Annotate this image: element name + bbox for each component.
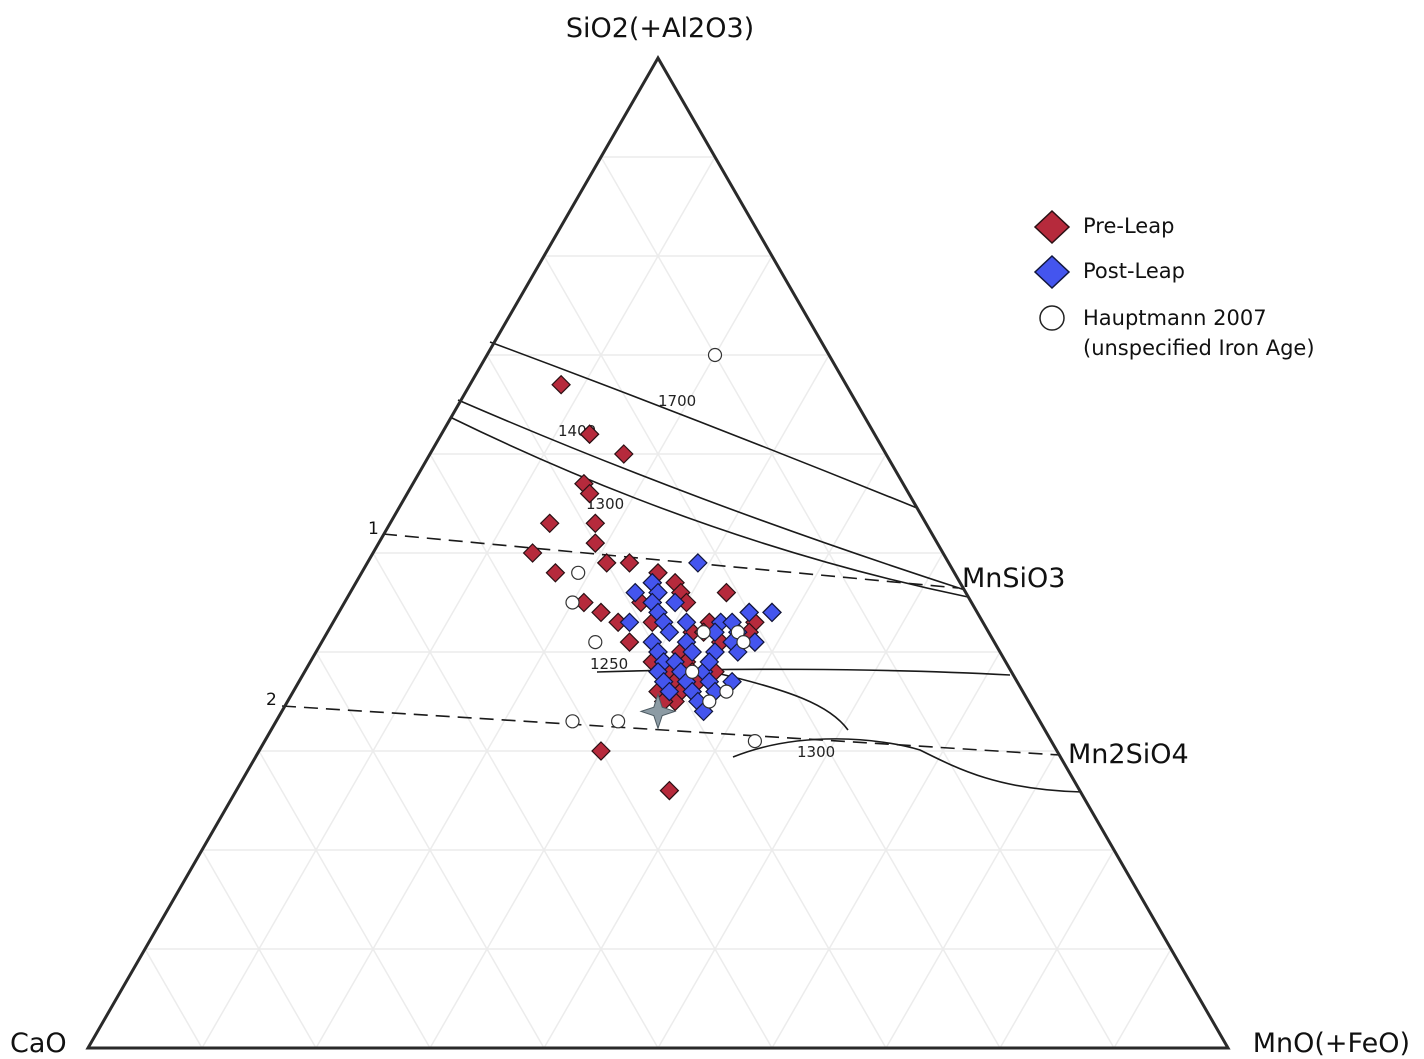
isotherm-1250 [596,668,1011,676]
point-pre-leap [619,632,640,652]
isotherm-1300-lower [732,738,1083,793]
point-pre-leap [591,741,611,761]
point-post-leap [619,612,640,633]
point-pre-leap [585,513,606,534]
grid-line [771,651,1001,1049]
grid-line [201,156,716,1049]
point-post-leap [699,652,720,672]
isotherm-label-1250: 1250 [590,655,628,673]
grid-line [372,552,659,1049]
point-hauptmann-2007 [702,694,717,709]
grid-line [1113,948,1172,1049]
point-pre-leap [585,533,606,553]
compound-label-mn2sio4: Mn2SiO4 [1068,739,1189,770]
grid-line [144,948,203,1049]
point-hauptmann-2007 [588,634,603,650]
isotherm-label-1700: 1700 [658,392,696,410]
point-post-leap [665,592,685,613]
grid-line [429,354,830,1049]
grid-line [486,354,887,1049]
point-pre-leap [545,562,566,583]
point-post-leap [739,602,760,623]
grid-line [999,849,1115,1049]
point-pre-leap [591,602,611,623]
point-hauptmann-2007 [707,347,723,363]
legend: Pre-Leap Post-Leap Hauptmann 2007 (unspe… [1033,209,1315,360]
liquidus-curves [281,341,1083,793]
point-hauptmann-2007 [610,714,626,729]
point-hauptmann-2007 [571,565,586,580]
point-pre-leap [716,582,737,603]
point-hauptmann-2007 [696,625,711,640]
grid-line [600,156,1115,1049]
grid-line [315,651,545,1049]
isotherm-1700 [489,341,918,509]
point-hauptmann-2007 [685,664,700,679]
grid-line [258,750,431,1049]
point-pre-leap [659,780,680,801]
isotherm-label-1300-lower: 1300 [797,743,835,761]
point-post-leap [659,622,680,643]
legend-marker-post-leap [1033,254,1071,290]
point-post-leap [625,582,646,603]
isotherm-label-1300-upper: 1300 [586,495,624,513]
point-pre-leap [579,424,600,445]
vertex-label-top: SiO2(+Al2O3) [566,13,754,44]
compound-label-mnsio3: MnSiO3 [962,563,1065,594]
grid-line [657,552,944,1049]
tie-line-1 [382,533,959,589]
point-pre-leap [551,374,571,395]
point-post-leap [688,553,708,573]
point-pre-leap [579,483,600,504]
triangle-frame [85,54,1231,1050]
legend-marker-pre-leap [1033,209,1071,245]
point-post-leap [762,602,782,623]
vertex-label-left: CaO [10,1028,67,1059]
tie-line-2 [281,705,1061,756]
point-hauptmann-2007 [736,634,751,650]
legend-label-post-leap: Post-Leap [1083,259,1185,283]
legend-label-pre-leap: Pre-Leap [1083,214,1174,238]
point-pre-leap [522,543,543,563]
legend-label-hauptmann: Hauptmann 2007 [1083,306,1267,330]
isotherm-1400 [457,399,966,591]
point-post-leap [659,681,680,702]
point-pre-leap [619,553,640,573]
triangle-grid [144,156,1172,1049]
data-points [522,347,782,801]
point-post-leap [676,612,697,633]
point-hauptmann-2007 [719,684,734,699]
legend-marker-hauptmann [1039,305,1065,331]
grid-line [885,750,1058,1049]
isotherm-1300-upper [451,417,969,598]
vertex-label-right: MnO(+FeO) [1253,1028,1410,1059]
point-pre-leap [596,553,617,573]
tie-line-label-1: 1 [368,519,379,539]
tie-line-label-2: 2 [266,690,277,710]
grid-line [201,849,317,1049]
point-hauptmann-2007 [565,714,580,729]
point-hauptmann-2007 [565,595,580,610]
star-marker [639,692,677,731]
point-pre-leap [539,513,560,534]
point-hauptmann-2007 [747,733,763,749]
point-pre-leap [613,444,634,464]
legend-label-hauptmann-detail: (unspecified Iron Age) [1083,336,1315,360]
point-post-leap [682,642,703,662]
